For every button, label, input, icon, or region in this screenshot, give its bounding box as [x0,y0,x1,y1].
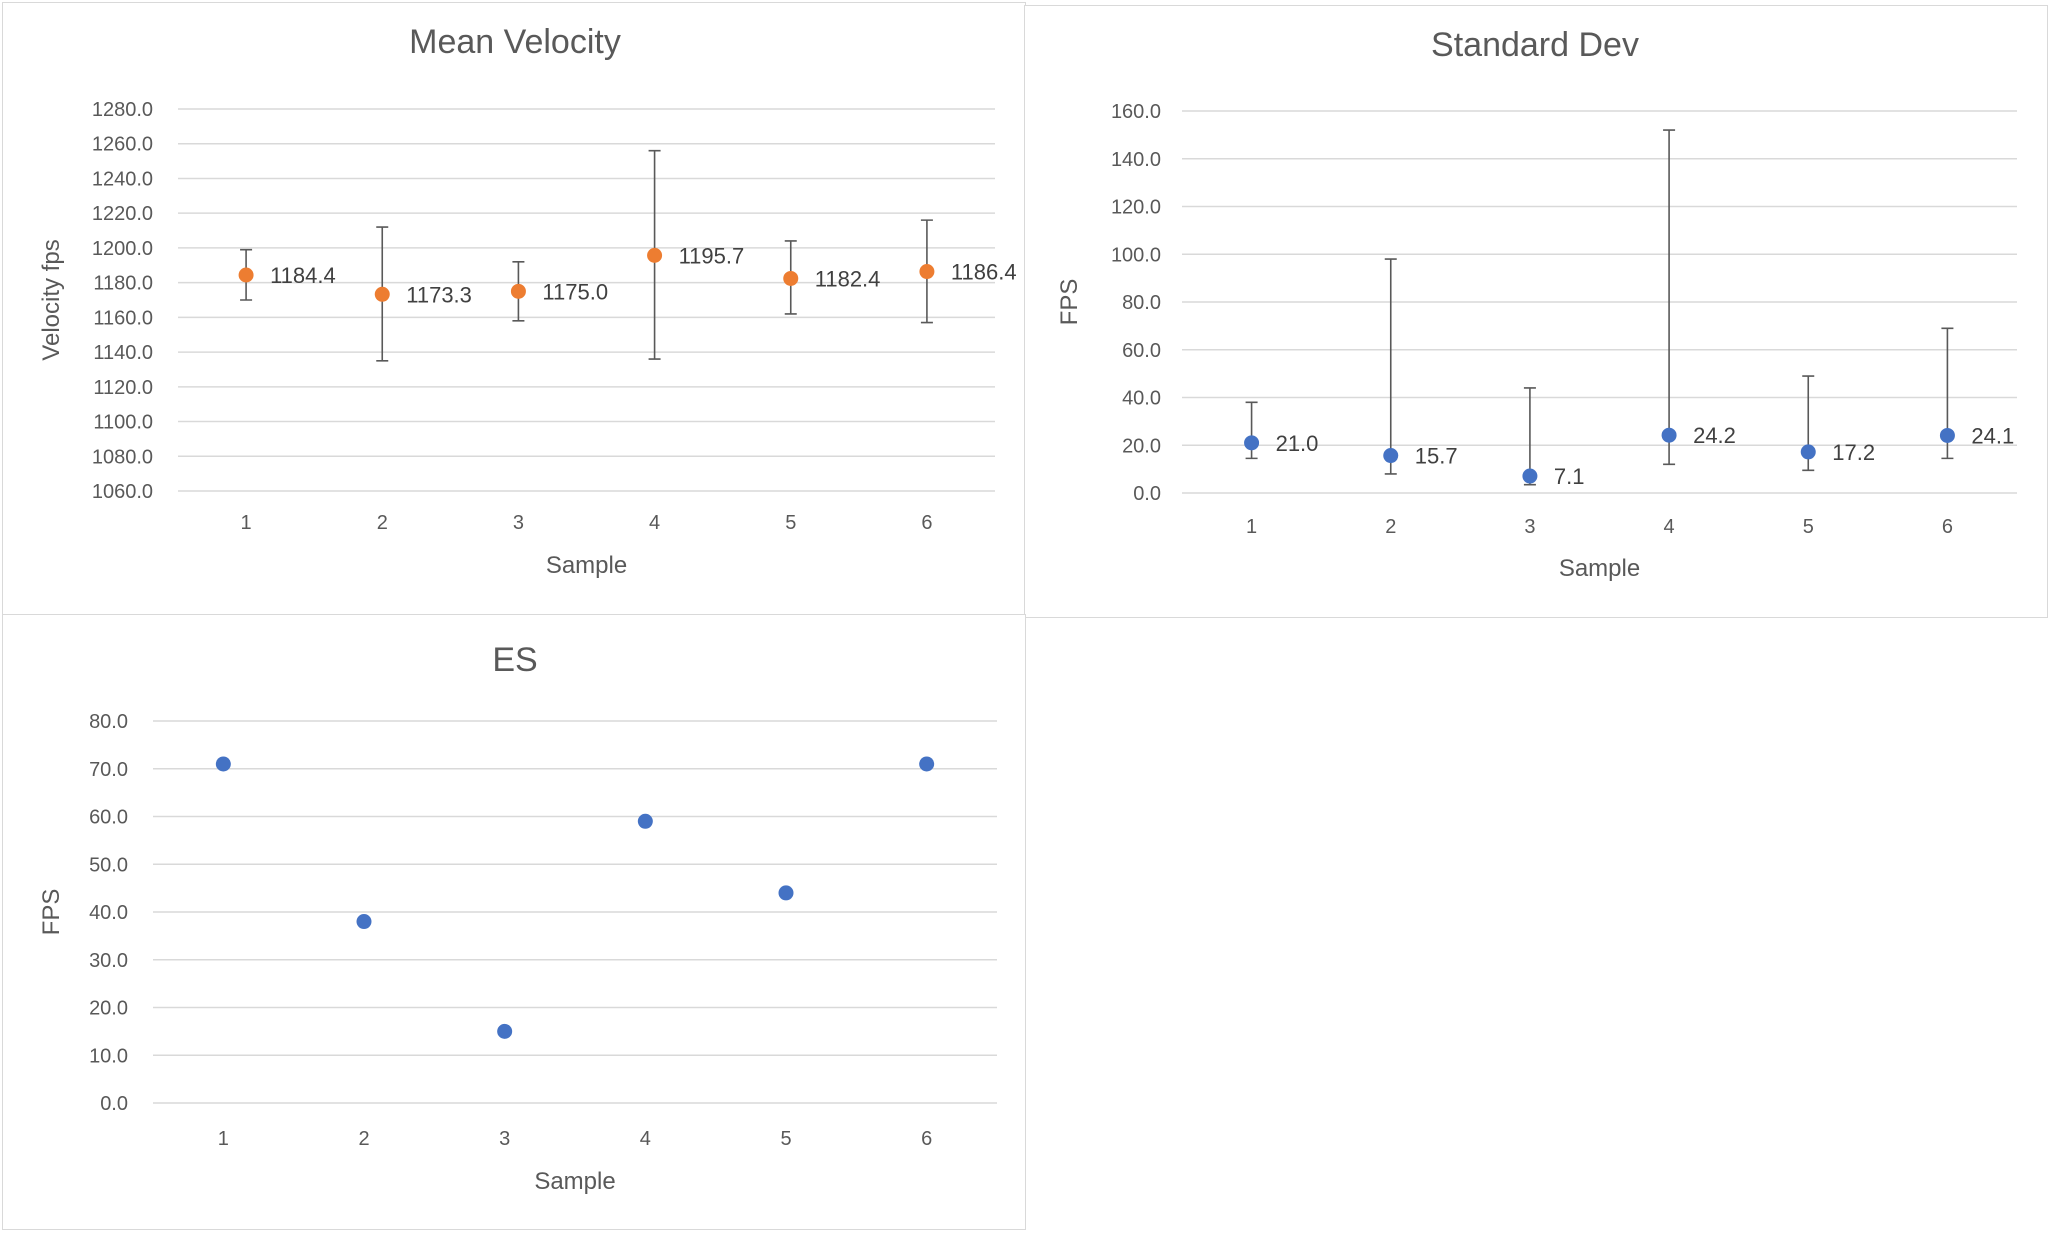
x-tick-label: 2 [358,1128,369,1150]
data-label: 24.2 [1693,423,1736,448]
data-point [497,1023,513,1039]
data-point [1800,444,1816,460]
y-tick-label: 20.0 [1122,435,1161,457]
y-axis-title: FPS [1056,279,1083,326]
y-tick-label: 50.0 [89,854,128,876]
y-tick-label: 60.0 [89,807,128,829]
y-tick-label: 140.0 [1111,149,1161,171]
data-label: 1186.4 [951,260,1017,285]
data-point [1244,435,1260,451]
data-point [215,756,231,772]
y-tick-label: 1160.0 [93,307,153,329]
x-tick-label: 6 [921,1128,932,1150]
y-tick-label: 160.0 [1111,101,1161,123]
y-tick-label: 40.0 [1122,388,1161,410]
y-tick-label: 30.0 [89,950,128,972]
data-point [374,286,390,302]
chart-title: ES [492,641,537,679]
x-tick-label: 5 [785,512,796,534]
data-label: 1184.4 [270,263,336,288]
mean-velocity-plot: 1280.0 1260.0 1240.0 1220.0 1200.0 1180.0 1160… [38,23,1017,579]
x-tick-label: 3 [1524,516,1535,538]
x-tick-label: 1 [241,512,252,534]
y-tick-label: 100.0 [1111,244,1161,266]
x-tick-label: 6 [1942,516,1953,538]
y-tick-label: 1100.0 [93,412,153,434]
x-axis-title: Sample [534,1168,615,1195]
x-tick-label: 4 [1664,516,1675,538]
chart-title: Mean Velocity [409,23,621,61]
chart-title: Standard Dev [1431,26,1639,64]
y-tick-label: 1200.0 [92,238,153,260]
data-point [637,813,653,829]
data-point [1383,448,1399,464]
y-tick-label: 10.0 [89,1045,128,1067]
x-tick-label: 5 [780,1128,791,1150]
data-label: 1175.0 [542,279,608,304]
data-label: 21.0 [1276,431,1319,456]
x-tick-label: 3 [499,1128,510,1150]
y-tick-label: 1180.0 [93,273,153,295]
x-tick-label: 3 [513,512,524,534]
data-point [778,885,794,901]
y-tick-label: 40.0 [89,902,128,924]
y-tick-label: 20.0 [89,998,128,1020]
data-label: 1195.7 [679,243,745,268]
data-point [783,270,799,286]
es-plot: 80.0 70.0 60.0 50.0 40.0 30.0 20.0 10.0 0.0 1 2 3 4 5… [38,641,997,1195]
data-label: 17.2 [1832,440,1875,465]
data-point [919,264,935,280]
error-bar [1523,387,1536,486]
x-tick-label: 4 [640,1128,651,1150]
x-tick-label: 2 [1385,516,1396,538]
data-point [510,283,526,299]
y-tick-label: 120.0 [1111,197,1161,219]
y-tick-label: 1240.0 [92,168,153,190]
error-bar [1384,258,1397,475]
x-axis-title: Sample [1559,555,1640,582]
y-axis-title: FPS [38,889,65,936]
data-point [1661,427,1677,443]
data-point [356,914,372,930]
data-label: 24.1 [1971,423,2014,448]
data-point [1522,468,1538,484]
error-bar [1663,129,1676,466]
data-label: 15.7 [1415,444,1458,469]
data-point [919,756,935,772]
data-point [238,267,254,283]
y-tick-label: 1260.0 [92,134,153,156]
chart-standard-dev: 160.0 140.0 120.0 100.0 80.0 60.0 40.0 20.0 0.0 1… [1024,5,2048,618]
y-tick-label: 80.0 [1122,292,1161,314]
data-label: 1182.4 [815,266,881,291]
data-label: 1173.3 [406,282,472,307]
y-tick-label: 1280.0 [92,99,153,121]
x-tick-label: 2 [377,512,388,534]
chart-mean-velocity: 1280.0 1260.0 1240.0 1220.0 1200.0 1180.0 1160… [2,2,1026,615]
data-point [647,247,663,263]
standard-dev-plot: 160.0 140.0 120.0 100.0 80.0 60.0 40.0 20.0 0.0 1… [1056,26,2017,582]
x-tick-label: 1 [218,1128,229,1150]
y-tick-label: 1120.0 [93,377,153,399]
y-tick-label: 0.0 [1133,483,1161,505]
y-tick-label: 1060.0 [92,481,153,503]
y-tick-label: 1140.0 [93,342,153,364]
y-tick-label: 1080.0 [92,446,153,468]
y-tick-label: 70.0 [89,759,128,781]
x-tick-label: 1 [1246,516,1257,538]
data-point [1939,427,1955,443]
chart-es: 80.0 70.0 60.0 50.0 40.0 30.0 20.0 10.0 0.0 1 2 3 4 5… [2,614,1026,1230]
y-tick-label: 1220.0 [92,203,153,225]
x-tick-label: 4 [649,512,660,534]
y-tick-label: 0.0 [100,1093,128,1115]
x-axis-title: Sample [546,552,627,579]
y-tick-label: 80.0 [89,711,128,733]
y-axis-title: Velocity fps [38,239,65,360]
data-label: 7.1 [1554,464,1585,489]
x-tick-label: 5 [1803,516,1814,538]
x-tick-label: 6 [921,512,932,534]
y-tick-label: 60.0 [1122,340,1161,362]
